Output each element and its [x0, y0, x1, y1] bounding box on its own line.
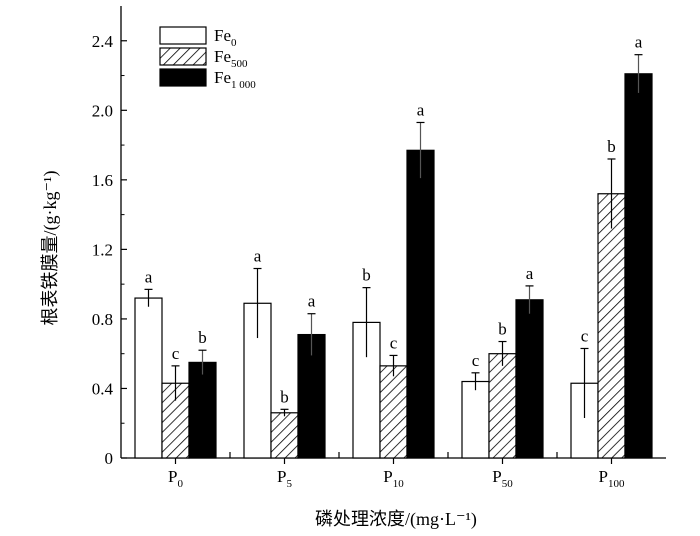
bar-Fe1000-P100 — [624, 73, 653, 459]
significance-letter: a — [308, 292, 316, 311]
significance-letter: c — [472, 351, 480, 370]
significance-letter: b — [198, 328, 207, 347]
y-axis-title: 根表铁膜量/(g·kg⁻¹) — [40, 171, 61, 326]
y-tick-label: 0.8 — [92, 310, 113, 329]
bar-Fe500-P5 — [270, 412, 299, 459]
significance-letter: c — [390, 333, 398, 352]
significance-letter: b — [362, 266, 371, 285]
legend-label: Fe1 000 — [214, 68, 256, 91]
x-tick-label: P0 — [168, 467, 183, 490]
legend-label: Fe0 — [214, 26, 237, 49]
significance-letter: c — [581, 326, 589, 345]
significance-letter: c — [172, 344, 180, 363]
x-axis-title: 磷处理浓度/(mg·L⁻¹) — [315, 509, 477, 530]
bar-Fe1000-P10 — [406, 149, 435, 459]
legend-swatch — [159, 68, 207, 87]
bar-Fe500-P50 — [488, 353, 517, 459]
y-tick-label: 1.2 — [92, 240, 113, 259]
x-tick-label: P5 — [277, 467, 292, 490]
bar-Fe1000-P50 — [515, 299, 544, 459]
bar-Fe500-P10 — [379, 365, 408, 459]
legend-swatch — [159, 47, 207, 66]
significance-letter: a — [526, 264, 534, 283]
significance-letter: b — [498, 320, 507, 339]
bar-Fe500-P100 — [597, 193, 626, 459]
significance-letter: a — [145, 267, 153, 286]
legend-swatch — [159, 26, 207, 45]
significance-letter: b — [607, 137, 616, 156]
y-tick-label: 2.0 — [92, 101, 113, 120]
x-tick-label: P10 — [383, 467, 404, 490]
y-tick-label: 0 — [105, 449, 114, 468]
axes: 0 0.4 0.8 1.2 1.6 2.0 2.4 P0 P5 P10 P50 P100 — [92, 6, 666, 490]
bar-Fe1000-P0 — [188, 361, 217, 459]
y-tick-label: 0.4 — [92, 379, 114, 398]
y-tick-label: 2.4 — [92, 32, 114, 51]
significance-letter: a — [635, 33, 643, 52]
bar-Fe0-P50 — [461, 380, 490, 459]
significance-letter: a — [254, 247, 262, 266]
significance-letter: b — [280, 387, 289, 406]
legend-label: Fe500 — [214, 47, 248, 70]
y-tick-label: 1.6 — [92, 171, 113, 190]
bar-Fe0-P0 — [134, 297, 163, 459]
significance-letter: a — [417, 100, 425, 119]
x-tick-label: P100 — [599, 467, 625, 490]
x-tick-label: P50 — [492, 467, 513, 490]
